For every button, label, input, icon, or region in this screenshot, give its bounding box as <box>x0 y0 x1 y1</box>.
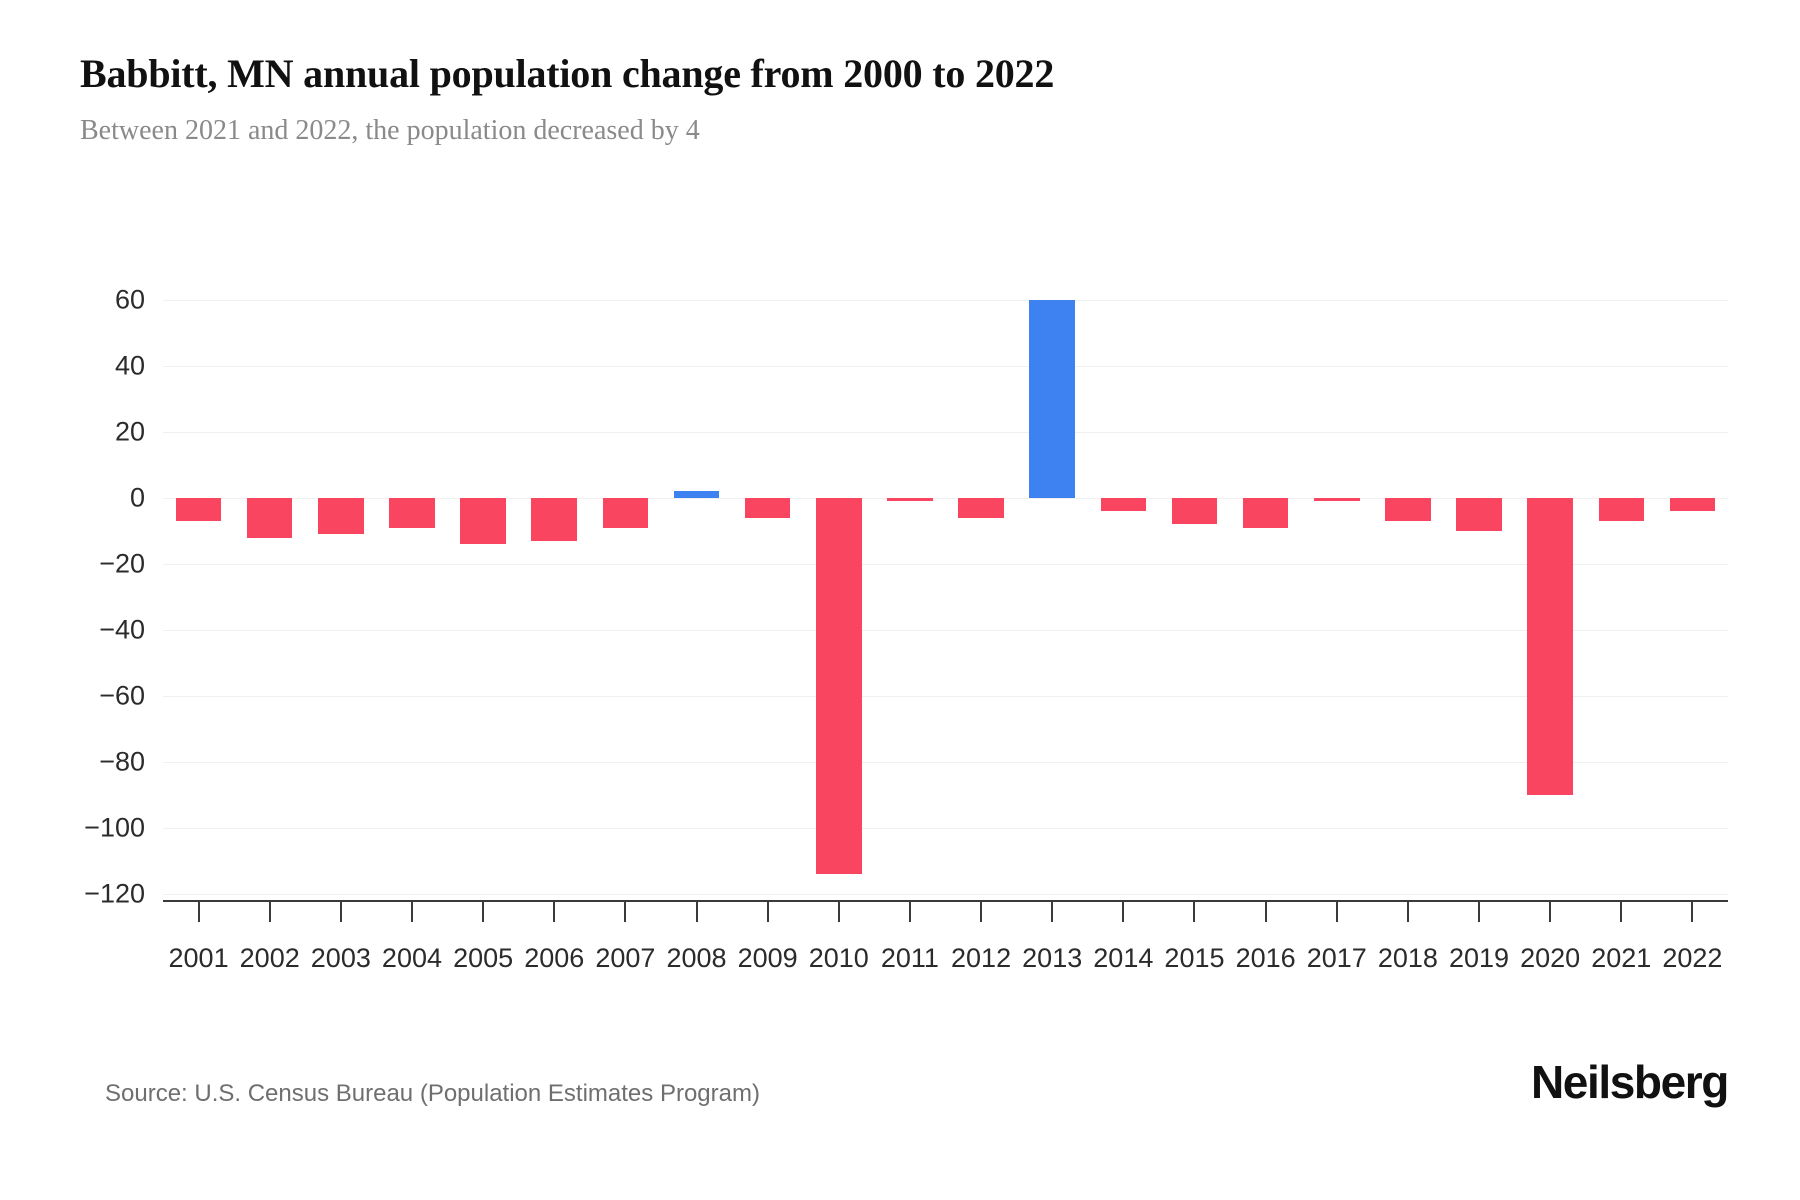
gridline--40 <box>163 630 1728 631</box>
bar-2013[interactable] <box>1029 300 1075 498</box>
bar-2003[interactable] <box>318 498 364 535</box>
x-tickmark-2015 <box>1193 902 1196 922</box>
bar-2021[interactable] <box>1598 498 1645 522</box>
x-tick-label-2002: 2002 <box>239 943 300 973</box>
x-tick-label-2017: 2017 <box>1306 943 1367 973</box>
x-tick-label-2011: 2011 <box>880 943 939 973</box>
x-tick-label-2009: 2009 <box>737 943 798 973</box>
x-tick-label-2013: 2013 <box>1022 943 1083 973</box>
y-tick-label: −60 <box>99 680 145 711</box>
brand-logo: Neilsberg <box>1530 1056 1729 1108</box>
bar-2011[interactable] <box>887 498 933 502</box>
x-tick-label-2019: 2019 <box>1448 943 1510 973</box>
x-tickmark-2004 <box>410 902 413 922</box>
bar-2017[interactable] <box>1313 498 1360 502</box>
chart-header: Babbitt, MN annual population change fro… <box>80 52 1720 148</box>
x-tickmark-2001 <box>197 902 200 922</box>
x-tickmark-2013 <box>1051 902 1054 922</box>
gridline--80 <box>163 762 1728 763</box>
x-tickmark-2011 <box>908 902 911 922</box>
x-tickmark-2005 <box>482 902 485 922</box>
bar-2020[interactable] <box>1527 498 1573 795</box>
gridline-40 <box>163 366 1728 367</box>
x-tick-label-2003: 2003 <box>310 943 371 973</box>
x-axis-line <box>163 900 1728 902</box>
x-tickmark-2021 <box>1620 902 1623 922</box>
bar-2012[interactable] <box>958 498 1004 518</box>
x-tickmark-2002 <box>268 902 271 922</box>
x-tick-label-2018: 2018 <box>1377 943 1438 973</box>
bar-2019[interactable] <box>1456 498 1502 531</box>
x-axis: 2001 2002 2003 2004 2005 2006 2007 2008 2009 2010… <box>163 0 1728 1200</box>
x-tickmark-2010 <box>837 902 840 922</box>
y-tick-label: 60 <box>114 284 145 315</box>
bar-2007[interactable] <box>602 498 649 528</box>
x-tickmark-2014 <box>1122 902 1125 922</box>
x-tick-label-2001: 2001 <box>168 943 229 973</box>
x-tick-label-2021: 2021 <box>1591 943 1652 973</box>
y-tick-label: 0 <box>129 482 145 513</box>
x-tickmark-2008 <box>695 902 698 922</box>
y-tick-label: 20 <box>114 416 145 447</box>
bar-2002[interactable] <box>246 498 293 538</box>
bar-2001[interactable] <box>175 498 222 522</box>
y-tick-label: −80 <box>99 746 145 777</box>
bar-2022[interactable] <box>1669 498 1716 512</box>
bar-series <box>163 0 1728 1200</box>
bar-2009[interactable] <box>744 498 791 518</box>
gridline-0 <box>163 498 1728 499</box>
x-tick-label-2022: 2022 <box>1662 943 1723 973</box>
x-tickmark-2022 <box>1691 902 1694 922</box>
page-subtitle: Between 2021 and 2022, the population de… <box>80 115 700 146</box>
gridline--100 <box>163 828 1728 829</box>
x-tick-label-2007: 2007 <box>595 943 656 973</box>
y-tick-label: −20 <box>99 548 145 579</box>
x-tickmark-2003 <box>339 902 342 922</box>
x-tickmark-2012 <box>980 902 983 922</box>
y-tick-label: −100 <box>84 812 145 843</box>
source-note: Source: U.S. Census Bureau (Population E… <box>105 1080 760 1107</box>
x-tick-label-2015: 2015 <box>1164 943 1225 973</box>
bar-2015[interactable] <box>1171 498 1218 525</box>
x-tick-label-2004: 2004 <box>381 943 443 973</box>
y-tick-label: 40 <box>114 350 145 381</box>
bar-2006[interactable] <box>531 498 577 541</box>
x-tickmark-2016 <box>1264 902 1267 922</box>
x-tickmark-2007 <box>624 902 627 922</box>
bar-2018[interactable] <box>1385 498 1431 522</box>
bar-2014[interactable] <box>1100 498 1147 512</box>
page-title: Babbitt, MN annual population change fro… <box>80 51 1055 96</box>
x-tick-label-2012: 2012 <box>951 943 1012 973</box>
x-tickmark-2018 <box>1406 902 1409 922</box>
gridline-20 <box>163 432 1728 433</box>
y-tick-label: −120 <box>84 878 145 909</box>
x-tick-label-2008: 2008 <box>666 943 727 973</box>
gridline--120 <box>163 894 1728 895</box>
bar-2016[interactable] <box>1242 498 1289 528</box>
x-tickmark-2017 <box>1335 902 1338 922</box>
x-tickmark-2020 <box>1549 902 1552 922</box>
gridline--60 <box>163 696 1728 697</box>
gridline-60 <box>163 300 1728 301</box>
x-tick-label-2010: 2010 <box>808 943 869 973</box>
x-tick-label-2005: 2005 <box>453 943 514 973</box>
bar-2004[interactable] <box>389 498 435 528</box>
x-tick-label-2006: 2006 <box>524 943 585 973</box>
bar-2010[interactable] <box>816 498 862 875</box>
x-tick-label-2016: 2016 <box>1235 943 1296 973</box>
bar-2005[interactable] <box>460 498 506 545</box>
x-tick-label-2020: 2020 <box>1520 943 1581 973</box>
x-tickmark-2009 <box>766 902 769 922</box>
x-tick-label-2014: 2014 <box>1093 943 1154 973</box>
x-tickmark-2019 <box>1478 902 1481 922</box>
bar-2008[interactable] <box>673 491 720 498</box>
x-tickmark-2006 <box>553 902 556 922</box>
y-tick-label: −40 <box>99 614 145 645</box>
gridline--20 <box>163 564 1728 565</box>
